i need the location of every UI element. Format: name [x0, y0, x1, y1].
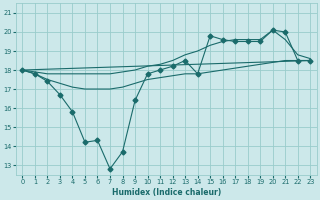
X-axis label: Humidex (Indice chaleur): Humidex (Indice chaleur)	[112, 188, 221, 197]
